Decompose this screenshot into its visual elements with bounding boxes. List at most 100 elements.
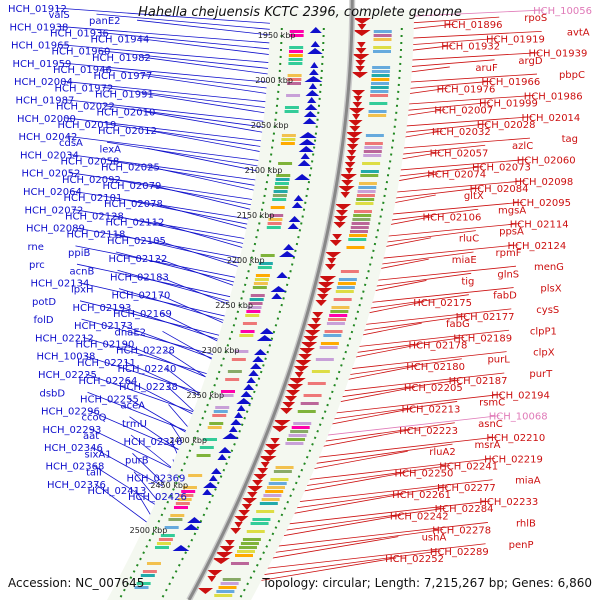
gene-label-left: aat: [83, 431, 99, 442]
reverse-gene-arrow: [348, 108, 365, 114]
cog-block-forward: [168, 518, 183, 521]
reverse-gene-arrow: [352, 114, 361, 120]
forward-gene-arrow: [256, 335, 273, 341]
reverse-gene-arrow: [351, 72, 368, 78]
forward-gene-arrow: [294, 174, 310, 180]
gc-dotted-line: [119, 27, 283, 599]
cog-block-forward: [220, 390, 235, 393]
gene-label-right: HCH_02219: [484, 454, 543, 465]
gene-label-right: purT: [529, 369, 553, 380]
gene-label-left: HCH_02190: [76, 340, 135, 351]
cog-block-reverse: [372, 50, 391, 53]
gene-label-left: talI: [86, 468, 102, 479]
gene-label-left: HCH_01912: [8, 4, 67, 15]
gene-label-right: aruF: [475, 63, 498, 74]
forward-gene-arrow: [276, 272, 288, 278]
reverse-gene-arrow: [304, 330, 321, 336]
cog-block-forward: [287, 74, 302, 77]
gene-label-right: HCH_02205: [404, 383, 463, 394]
reverse-gene-arrow: [247, 492, 258, 498]
kbp-tick-label: 2350 kbp: [186, 391, 224, 400]
cog-block-reverse: [222, 578, 241, 581]
gene-label-right: HCH_02074: [427, 170, 486, 181]
gene-label-left: HCH_02058: [61, 157, 120, 168]
cog-block-forward: [289, 46, 304, 49]
kbp-tick-label: 2150 kbp: [237, 211, 275, 220]
cog-block-forward: [154, 546, 169, 549]
topology-stats-text: Topology: circular; Length: 7,215,267 bp…: [262, 576, 592, 590]
cog-block-forward: [274, 182, 289, 185]
cog-block-reverse: [275, 466, 294, 469]
reverse-gene-arrow: [230, 528, 242, 534]
cog-block-reverse: [365, 134, 384, 137]
cog-block-forward: [173, 506, 188, 509]
cog-block-forward: [246, 310, 261, 313]
gene-label-right: HCH_01976: [437, 84, 496, 95]
gene-label-right: HCH_02028: [477, 120, 536, 131]
cog-block-forward: [284, 110, 299, 113]
cog-block-forward: [268, 218, 283, 221]
cog-block-reverse: [370, 86, 389, 89]
gene-label-right: miaA: [515, 476, 541, 487]
cog-block-reverse: [240, 542, 259, 545]
cog-block-forward: [258, 262, 273, 265]
forward-gene-arrow: [246, 377, 256, 383]
cog-block-reverse: [356, 198, 375, 201]
cog-block-forward: [245, 314, 260, 317]
gene-label-left: folD: [34, 315, 54, 326]
reverse-gene-arrow: [252, 480, 263, 486]
gene-label-left: HCH_02346: [44, 443, 103, 454]
gene-label-left: HCH_01946: [53, 65, 112, 76]
forward-gene-arrow: [299, 132, 317, 138]
gene-label-left: valS: [49, 10, 70, 21]
gene-label-right: HCH_01999: [479, 99, 538, 110]
forward-gene-arrow: [310, 62, 319, 68]
cog-block-reverse: [349, 230, 368, 233]
gene-label-left: HCH_01987: [16, 96, 75, 107]
gene-label-left: HCH_02426: [128, 492, 187, 503]
cog-block-forward: [182, 486, 197, 489]
gene-label-left: HCH_02078: [104, 199, 163, 210]
cog-block-reverse: [357, 190, 376, 193]
gene-label-right: glnS: [497, 269, 519, 280]
cog-block-forward: [284, 106, 299, 109]
reverse-gene-arrow: [355, 48, 367, 54]
reverse-gene-arrow: [332, 234, 343, 240]
forward-gene-arrow: [228, 426, 238, 432]
cog-block-forward: [181, 490, 196, 493]
cog-block-reverse: [285, 442, 304, 445]
cog-block-forward: [242, 322, 257, 325]
gene-label-right: HCH_10068: [489, 412, 548, 423]
cog-block-reverse: [356, 194, 375, 197]
gene-label-left: HCH_02369: [127, 474, 186, 485]
gene-label-right: tig: [461, 276, 474, 287]
cog-block-reverse: [230, 562, 249, 565]
gene-label-right: HCH_02289: [430, 547, 489, 558]
gene-label-right: gltX: [464, 191, 484, 202]
gene-label-right: HCH_02180: [406, 362, 465, 373]
gene-label-left: HCH_02316: [124, 437, 183, 448]
gene-label-right: HCH_01919: [486, 34, 545, 45]
kbp-tick-label: 2500 kbp: [130, 526, 168, 535]
cog-block-forward: [254, 278, 269, 281]
forward-gene-arrow: [217, 454, 227, 460]
forward-gene-arrow: [298, 146, 314, 152]
gene-label-left: HCH_01959: [13, 59, 72, 70]
gene-label-left: HCH_02042: [19, 132, 78, 143]
cog-block-reverse: [330, 310, 349, 313]
forward-gene-arrow: [300, 153, 310, 159]
gene-label-left: purB: [125, 455, 149, 466]
gene-label-left: HCH_02170: [112, 291, 171, 302]
reverse-gene-arrow: [197, 588, 214, 594]
reverse-gene-arrow: [293, 366, 309, 372]
reverse-gene-arrow: [300, 342, 318, 348]
cog-block-reverse: [273, 470, 292, 473]
gene-label-right: HCH_02210: [486, 433, 545, 444]
kbp-ticks: 1950 kbp 2000 kbp 2050 kbp 2100 kbp 2150 kbp…: [130, 31, 296, 535]
forward-gene-arrow: [308, 69, 319, 75]
cog-block-reverse: [319, 346, 338, 349]
gene-label-right: HCH_02242: [390, 511, 449, 522]
reverse-gene-arrow: [234, 516, 249, 522]
cog-block-forward: [170, 514, 185, 517]
